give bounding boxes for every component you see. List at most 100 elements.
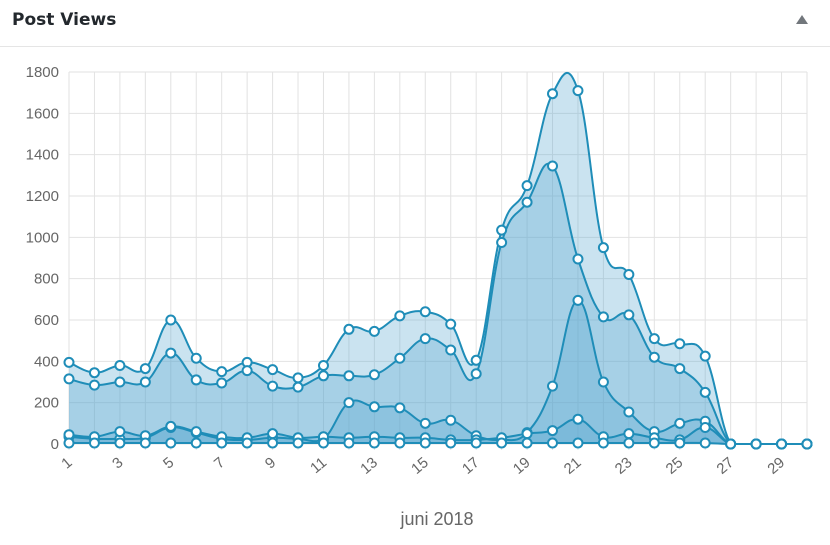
data-point[interactable] — [343, 437, 355, 449]
data-point[interactable] — [572, 413, 584, 425]
data-point[interactable] — [547, 380, 559, 392]
data-point[interactable] — [648, 351, 660, 363]
data-point[interactable] — [88, 437, 100, 449]
data-point[interactable] — [63, 356, 75, 368]
data-point[interactable] — [114, 359, 126, 371]
data-point[interactable] — [445, 344, 457, 356]
data-point[interactable] — [114, 376, 126, 388]
data-point[interactable] — [496, 224, 508, 236]
data-point[interactable] — [88, 367, 100, 379]
data-point[interactable] — [699, 437, 711, 449]
data-point[interactable] — [368, 369, 380, 381]
triangle-up-icon[interactable] — [796, 15, 808, 24]
data-point[interactable] — [165, 347, 177, 359]
data-point[interactable] — [597, 242, 609, 254]
data-point[interactable] — [216, 377, 228, 389]
data-point[interactable] — [521, 428, 533, 440]
data-point[interactable] — [547, 425, 559, 437]
data-point[interactable] — [343, 370, 355, 382]
data-point[interactable] — [88, 379, 100, 391]
data-point[interactable] — [597, 437, 609, 449]
data-point[interactable] — [725, 438, 737, 450]
data-point[interactable] — [521, 437, 533, 449]
data-point[interactable] — [572, 85, 584, 97]
data-point[interactable] — [394, 437, 406, 449]
data-point[interactable] — [292, 437, 304, 449]
data-point[interactable] — [776, 438, 788, 450]
data-point[interactable] — [623, 269, 635, 281]
data-point[interactable] — [63, 437, 75, 449]
data-point[interactable] — [419, 417, 431, 429]
data-point[interactable] — [267, 380, 279, 392]
data-point[interactable] — [674, 437, 686, 449]
data-point[interactable] — [394, 402, 406, 414]
data-point[interactable] — [572, 294, 584, 306]
data-point[interactable] — [190, 437, 202, 449]
data-point[interactable] — [521, 180, 533, 192]
data-point[interactable] — [547, 160, 559, 172]
data-point[interactable] — [547, 437, 559, 449]
data-point[interactable] — [419, 437, 431, 449]
data-point[interactable] — [368, 401, 380, 413]
data-point[interactable] — [292, 372, 304, 384]
data-point[interactable] — [419, 333, 431, 345]
data-point[interactable] — [165, 420, 177, 432]
data-point[interactable] — [674, 417, 686, 429]
data-point[interactable] — [190, 374, 202, 386]
data-point[interactable] — [190, 352, 202, 364]
data-point[interactable] — [419, 306, 431, 318]
data-point[interactable] — [623, 437, 635, 449]
data-point[interactable] — [674, 338, 686, 350]
data-point[interactable] — [292, 381, 304, 393]
data-point[interactable] — [648, 437, 660, 449]
data-point[interactable] — [597, 311, 609, 323]
data-point[interactable] — [267, 364, 279, 376]
data-point[interactable] — [496, 437, 508, 449]
data-point[interactable] — [699, 421, 711, 433]
data-point[interactable] — [445, 414, 457, 426]
data-point[interactable] — [623, 309, 635, 321]
data-point[interactable] — [445, 437, 457, 449]
data-point[interactable] — [648, 333, 660, 345]
data-point[interactable] — [139, 376, 151, 388]
data-point[interactable] — [216, 437, 228, 449]
data-point[interactable] — [394, 352, 406, 364]
data-point[interactable] — [317, 437, 329, 449]
data-point[interactable] — [343, 397, 355, 409]
data-point[interactable] — [139, 363, 151, 375]
data-point[interactable] — [139, 437, 151, 449]
data-point[interactable] — [368, 437, 380, 449]
data-point[interactable] — [572, 253, 584, 265]
data-point[interactable] — [597, 376, 609, 388]
data-point[interactable] — [241, 437, 253, 449]
data-point[interactable] — [394, 310, 406, 322]
data-point[interactable] — [623, 428, 635, 440]
data-point[interactable] — [267, 428, 279, 440]
data-point[interactable] — [470, 368, 482, 380]
data-point[interactable] — [470, 354, 482, 366]
data-point[interactable] — [496, 237, 508, 248]
data-point[interactable] — [114, 426, 126, 438]
data-point[interactable] — [190, 426, 202, 438]
data-point[interactable] — [547, 88, 559, 100]
data-point[interactable] — [317, 370, 329, 382]
data-point[interactable] — [445, 318, 457, 330]
data-point[interactable] — [267, 437, 279, 449]
data-point[interactable] — [750, 438, 762, 450]
data-point[interactable] — [699, 386, 711, 398]
data-point[interactable] — [674, 363, 686, 375]
data-point[interactable] — [801, 438, 813, 450]
data-point[interactable] — [216, 366, 228, 378]
data-point[interactable] — [699, 350, 711, 362]
data-point[interactable] — [317, 359, 329, 371]
data-point[interactable] — [165, 314, 177, 326]
data-point[interactable] — [368, 325, 380, 337]
data-point[interactable] — [114, 437, 126, 449]
data-point[interactable] — [623, 406, 635, 418]
data-point[interactable] — [521, 196, 533, 208]
data-point[interactable] — [165, 437, 177, 449]
data-point[interactable] — [63, 373, 75, 385]
data-point[interactable] — [241, 365, 253, 377]
data-point[interactable] — [470, 437, 482, 449]
data-point[interactable] — [572, 437, 584, 449]
